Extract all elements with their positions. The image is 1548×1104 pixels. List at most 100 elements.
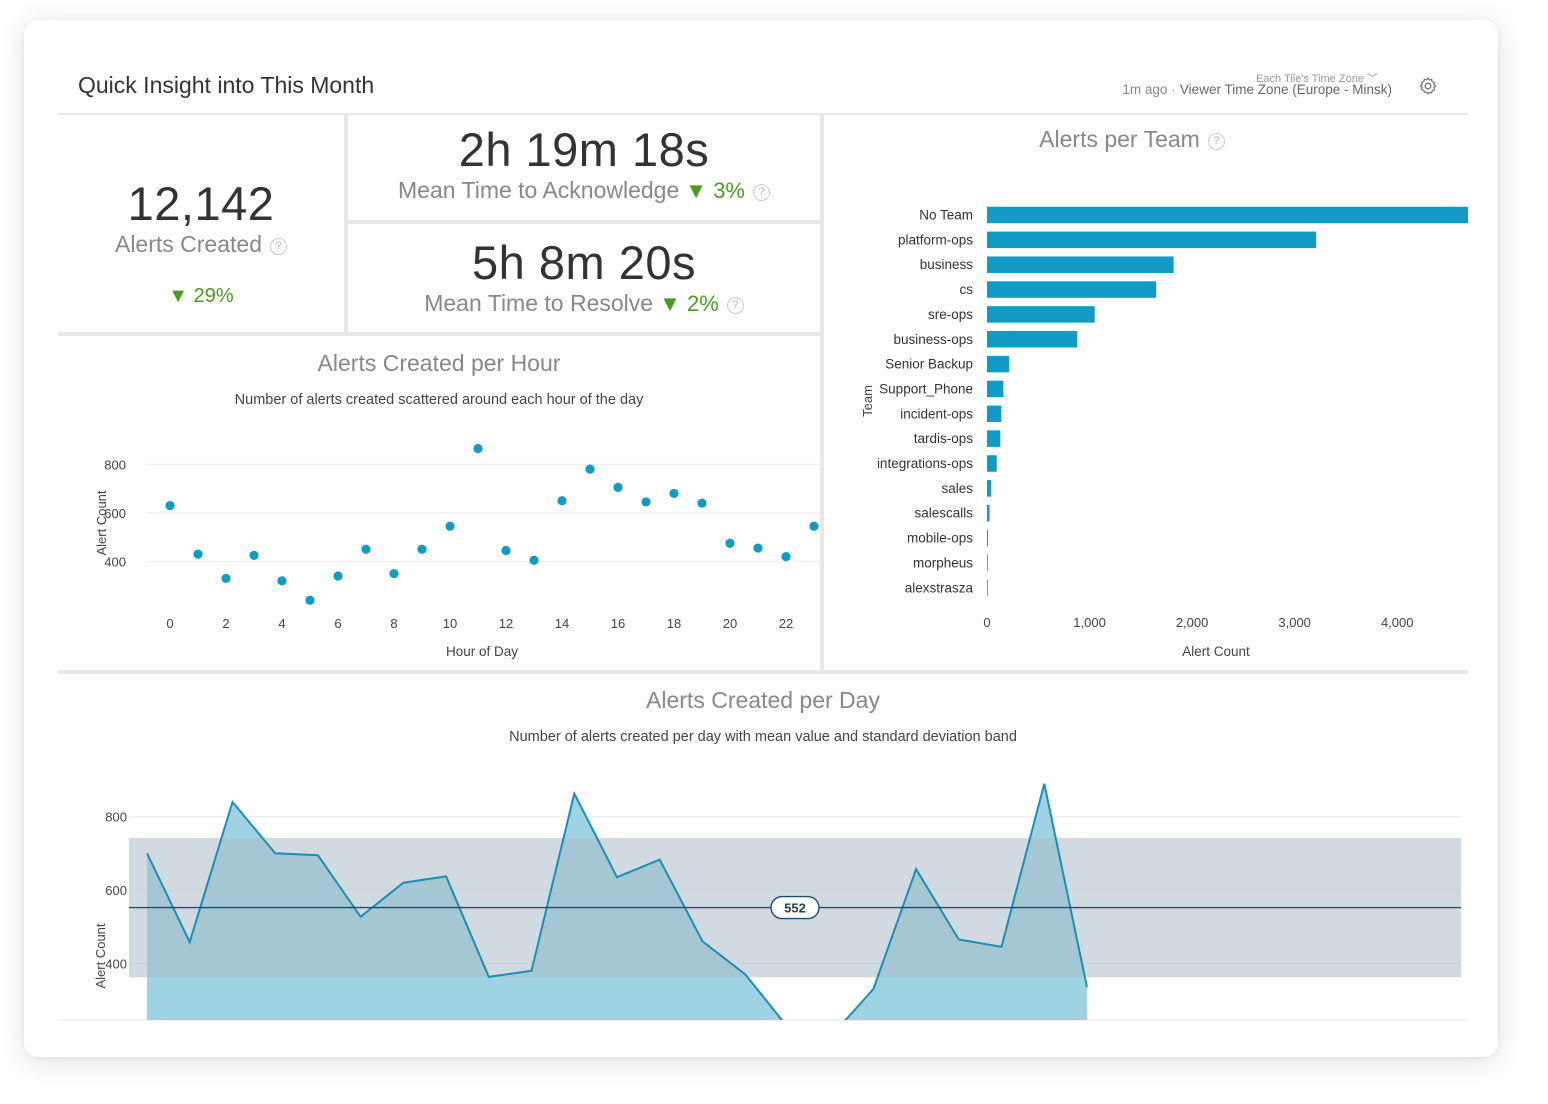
data-point[interactable] [1037, 777, 1051, 791]
data-point[interactable] [585, 464, 595, 474]
stat-delta: ▼ 2% [659, 291, 719, 316]
triangle-down-icon: ▼ [685, 178, 708, 203]
data-point[interactable] [824, 1030, 838, 1044]
data-point[interactable] [268, 846, 282, 860]
bar[interactable] [987, 455, 997, 472]
bar[interactable] [987, 206, 1468, 224]
category-label: Support_Phone [879, 381, 973, 396]
timezone-dropdown[interactable]: Each Tile's Time Zone ﹀ [1256, 70, 1378, 86]
data-point[interactable] [781, 1021, 795, 1035]
data-point[interactable] [165, 500, 175, 511]
data-point[interactable] [473, 443, 483, 454]
data-point[interactable] [641, 497, 651, 507]
data-point[interactable] [361, 544, 371, 554]
data-point[interactable] [183, 935, 197, 949]
data-point[interactable] [952, 933, 966, 947]
data-point[interactable] [610, 870, 624, 884]
bar[interactable] [987, 579, 988, 597]
data-point[interactable] [995, 940, 1009, 954]
data-point[interactable] [725, 538, 735, 548]
delta-value: 29% [193, 285, 234, 307]
data-point[interactable] [221, 573, 231, 584]
category-label: cs [960, 282, 974, 297]
data-point[interactable] [697, 498, 707, 508]
data-point[interactable] [653, 853, 667, 867]
data-point[interactable] [439, 869, 453, 883]
bar[interactable] [987, 529, 989, 547]
data-point[interactable] [333, 571, 343, 581]
data-point[interactable] [249, 550, 259, 560]
bar[interactable] [987, 231, 1317, 249]
data-point[interactable] [613, 482, 623, 492]
data-point[interactable] [529, 555, 539, 565]
data-point[interactable] [389, 568, 399, 579]
bar[interactable] [987, 504, 990, 522]
x-tick-label: 0 [166, 616, 173, 631]
data-point[interactable] [417, 544, 427, 554]
y-tick-label: 600 [104, 506, 126, 521]
data-point[interactable] [193, 549, 203, 559]
data-point[interactable] [482, 970, 496, 984]
gear-icon[interactable] [1418, 76, 1438, 96]
stat-label-row: Mean Time to Resolve ▼ 2%? [348, 290, 820, 317]
question-circle-icon[interactable]: ? [270, 238, 287, 255]
triangle-down-icon: ▼ [168, 285, 189, 307]
x-tick-label: 20 [723, 616, 737, 631]
question-circle-icon[interactable]: ? [752, 184, 770, 201]
category-label: mobile-ops [907, 531, 973, 546]
data-point[interactable] [1080, 980, 1094, 994]
bar[interactable] [987, 331, 1078, 348]
data-point[interactable] [909, 862, 923, 876]
data-point[interactable] [669, 488, 679, 499]
data-point[interactable] [225, 795, 239, 809]
category-label: tardis-ops [914, 431, 974, 446]
chevron-down-icon: ﹀ [1367, 73, 1378, 85]
separator: · [1171, 82, 1176, 97]
stat-delta: ▼ 29% [58, 285, 344, 308]
category-label: business-ops [893, 332, 973, 347]
stat-label-row: Alerts Created? [58, 231, 344, 258]
category-label: salescalls [914, 506, 973, 521]
bar[interactable] [987, 256, 1174, 273]
bar[interactable] [987, 480, 992, 497]
question-circle-icon[interactable]: ? [1207, 133, 1225, 150]
data-point[interactable] [525, 964, 539, 978]
question-circle-icon[interactable]: ? [726, 297, 744, 314]
dashboard-title: Quick Insight into This Month [78, 72, 375, 98]
bar[interactable] [987, 554, 988, 572]
bar[interactable] [987, 405, 1002, 423]
data-point[interactable] [277, 576, 287, 586]
data-point[interactable] [695, 934, 709, 948]
data-point[interactable] [396, 876, 410, 890]
stat-label: Mean Time to Resolve [424, 290, 654, 316]
data-point[interactable] [140, 846, 154, 860]
data-point[interactable] [809, 521, 819, 531]
bar[interactable] [987, 355, 1010, 373]
data-point[interactable] [738, 967, 752, 981]
viewer-timezone[interactable]: Viewer Time Zone (Europe - Minsk) [1179, 82, 1392, 97]
mean-badge [770, 895, 820, 920]
bar[interactable] [987, 430, 1001, 447]
data-point[interactable] [753, 543, 763, 553]
data-point[interactable] [354, 910, 368, 924]
bar[interactable] [987, 281, 1157, 298]
category-label: platform-ops [898, 232, 973, 247]
data-point[interactable] [557, 496, 567, 506]
stat-divider-vertical [344, 115, 348, 333]
data-point[interactable] [445, 521, 455, 531]
category-label: business [920, 257, 974, 272]
x-tick-label: 6 [334, 616, 341, 631]
data-point[interactable] [501, 545, 511, 556]
delta-value: 2% [686, 291, 719, 316]
data-point[interactable] [567, 787, 581, 801]
series-line [146, 783, 1088, 1020]
data-point[interactable] [305, 595, 315, 605]
bar[interactable] [987, 380, 1004, 398]
data-point[interactable] [866, 982, 880, 996]
bar[interactable] [987, 306, 1095, 323]
data-point[interactable] [781, 551, 791, 562]
x-tick-label: 1,000 [1073, 615, 1106, 630]
data-point[interactable] [311, 848, 325, 862]
stat-delta: ▼ 3% [685, 178, 745, 203]
x-tick-label: 2 [222, 616, 229, 631]
